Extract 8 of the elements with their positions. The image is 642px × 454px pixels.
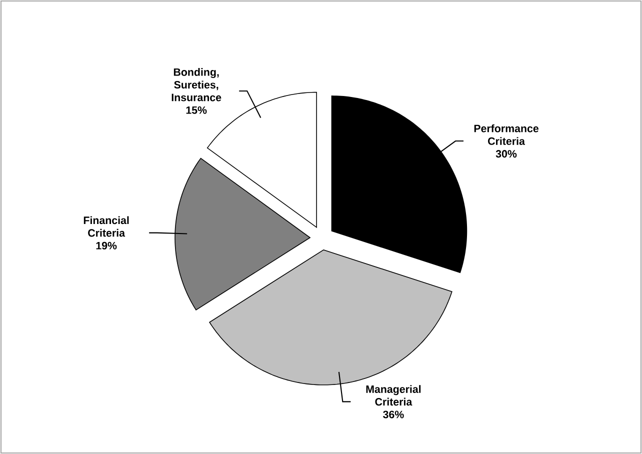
slice-label: Performance Criteria [474, 124, 538, 145]
slice-label: Bonding, Sureties, Insurance [172, 68, 222, 102]
data-label: 15% [186, 106, 207, 114]
legend-label: Financial Criteria [84, 216, 129, 237]
data-label: 36% [383, 410, 404, 418]
data-label: 30% [496, 150, 517, 158]
slice-label: Managerial Criteria [366, 385, 421, 406]
data-label: 19% [96, 242, 117, 250]
